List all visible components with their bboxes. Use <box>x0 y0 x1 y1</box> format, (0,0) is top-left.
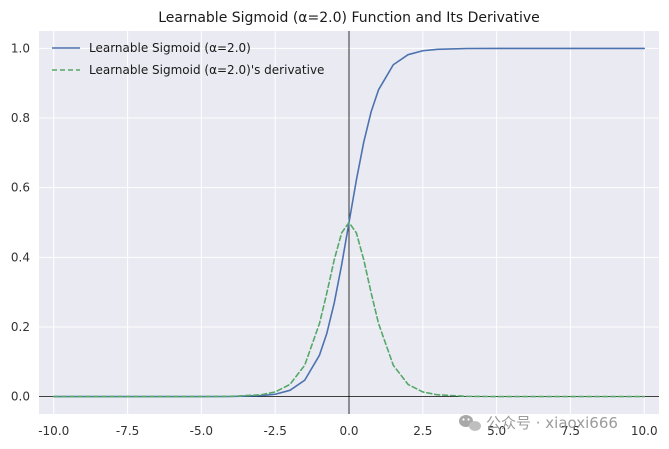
x-tick-label: -2.5 <box>263 424 286 438</box>
x-tick-label: 0.0 <box>339 424 358 438</box>
legend: Learnable Sigmoid (α=2.0) Learnable Sigm… <box>52 41 324 77</box>
x-tick-label: 7.5 <box>561 424 580 438</box>
x-tick-label: -7.5 <box>116 424 139 438</box>
legend-label-sigmoid: Learnable Sigmoid (α=2.0) <box>89 41 251 55</box>
x-tick-label: -5.0 <box>190 424 213 438</box>
y-tick-label: 0.0 <box>11 390 30 404</box>
series-line-derivative <box>52 221 646 398</box>
y-tick-label: 0.2 <box>11 320 30 334</box>
series-lines <box>52 47 646 398</box>
y-tick-label: 0.8 <box>11 111 30 125</box>
x-tick-label: -10.0 <box>38 424 69 438</box>
x-tick-label: 10.0 <box>631 424 658 438</box>
chart-title: Learnable Sigmoid (α=2.0) Function and I… <box>158 10 540 26</box>
x-tick-label: 5.0 <box>487 424 506 438</box>
x-tick-label: 2.5 <box>413 424 432 438</box>
legend-label-derivative: Learnable Sigmoid (α=2.0)'s derivative <box>89 63 324 77</box>
y-tick-label: 0.4 <box>11 250 30 264</box>
y-tick-label: 1.0 <box>11 41 30 55</box>
watermark-text: 公众号 · xiaoxi666 <box>486 414 618 432</box>
y-tick-label: 0.6 <box>11 181 30 195</box>
watermark: 公众号 · xiaoxi666 <box>459 414 618 432</box>
x-tick-labels: -10.0 -7.5 -5.0 -2.5 0.0 2.5 5.0 7.5 10.0 <box>38 424 657 438</box>
y-tick-labels: 0.0 0.2 0.4 0.6 0.8 1.0 <box>11 41 30 403</box>
wechat-icon <box>459 415 481 431</box>
